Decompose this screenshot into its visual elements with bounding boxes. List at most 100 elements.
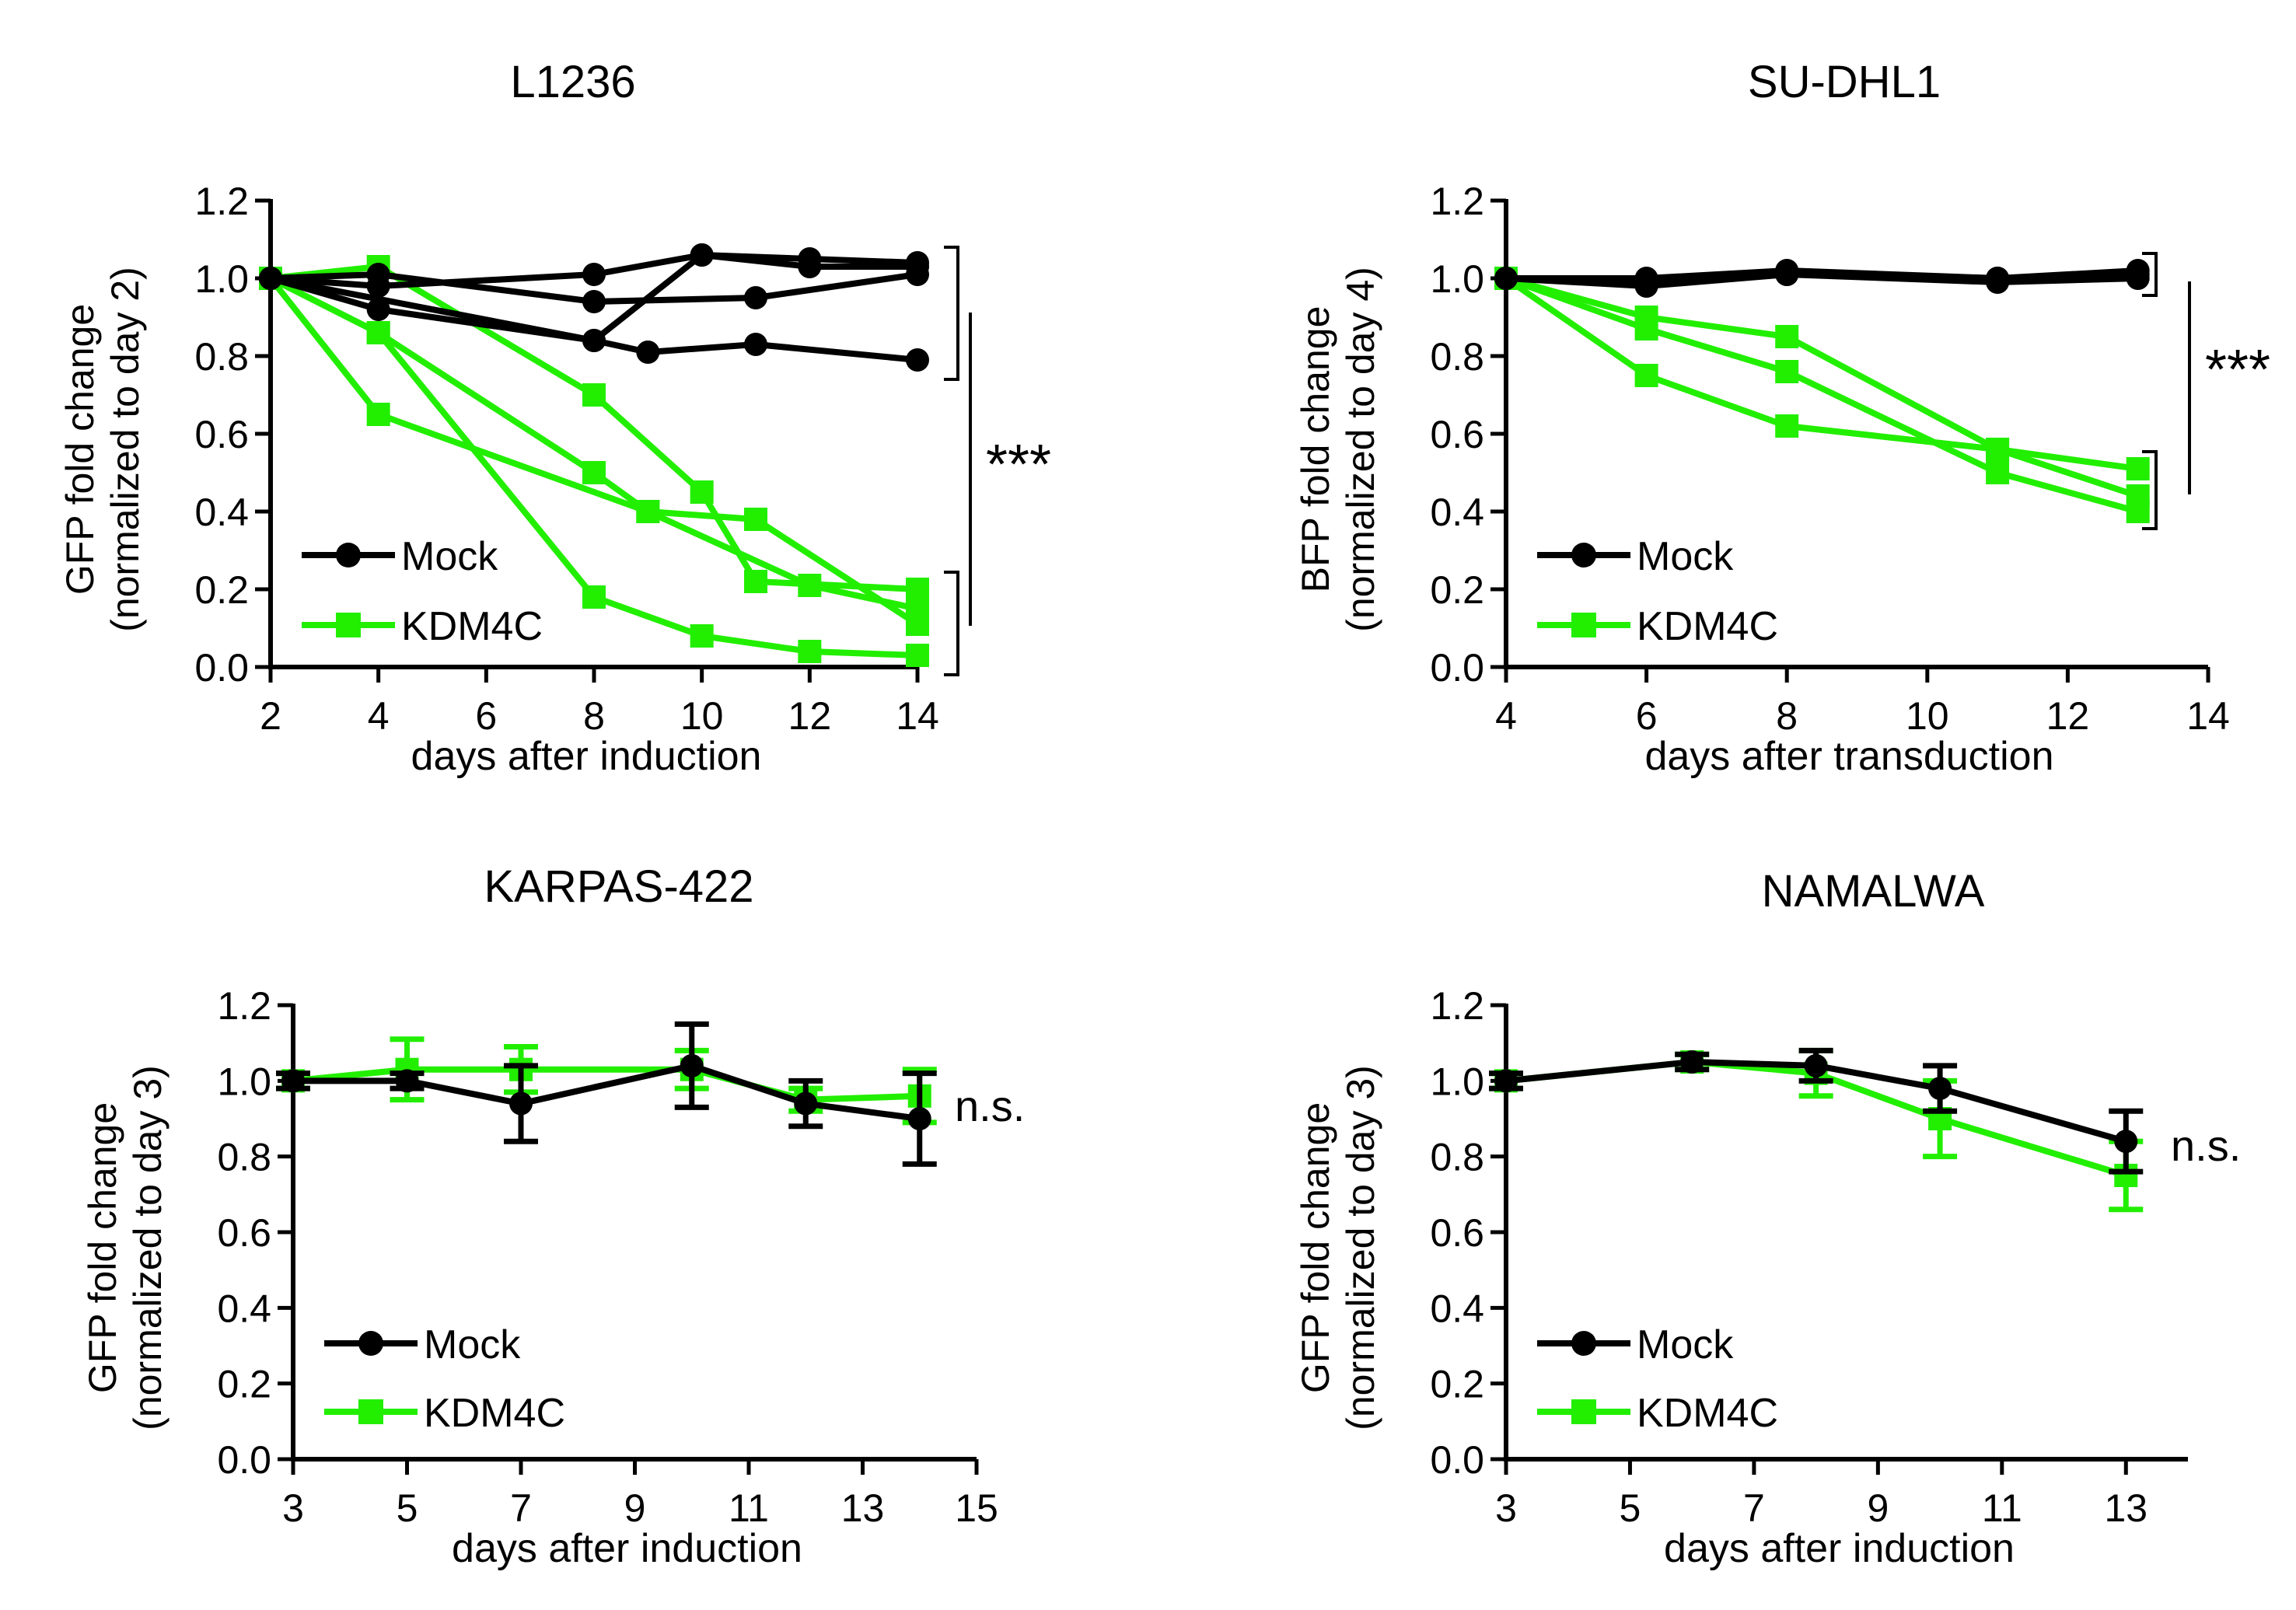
x-tick-label: 10 [1906,694,1949,738]
x-tick-label: 11 [1982,1486,2022,1530]
x-tick-label: 14 [2186,694,2230,738]
data-point-mock [744,286,767,309]
x-tick-label: 14 [896,694,939,738]
legend-label: Mock [1637,1322,1734,1367]
y-axis-label: BFP fold change [1294,306,1337,593]
data-point-mock [1494,267,1518,290]
y-tick-label: 0.4 [1430,1287,1484,1330]
legend: Mock KDM4C [324,1322,565,1436]
x-tick-label: 13 [841,1486,885,1530]
y-tick-label: 0.8 [217,1136,271,1179]
data-point-mock [259,267,282,290]
data-point-mock [1680,1050,1704,1074]
x-axis-label: days after induction [411,734,762,779]
data-point-mock [906,348,929,372]
x-tick-label: 9 [1867,1486,1889,1530]
y-axis-label-subtitle: (normalized to day 4) [1339,267,1382,632]
y-tick-label: 1.2 [1430,180,1484,223]
legend-label: KDM4C [401,604,543,649]
data-point-mock [582,263,606,286]
data-point-mock [2126,259,2150,282]
data-point-mock [582,290,606,313]
y-tick-label: 0.0 [194,646,249,690]
series-line-mock [293,1062,921,1122]
x-tick-label: 3 [1495,1486,1517,1530]
legend-marker-kdm4c [336,613,361,637]
y-axis-label-subtitle: (normalized to day 3) [126,1065,169,1430]
data-point-mock [1775,259,1799,282]
y-tick-label: 0.2 [217,1363,271,1406]
y-tick-label: 0.0 [1430,646,1484,690]
y-tick-label: 0.8 [1430,1136,1484,1179]
legend-label: Mock [401,534,498,579]
y-tick-label: 0.0 [217,1438,271,1482]
legend-marker-kdm4c [1571,1399,1596,1424]
y-axis-label: GFP fold change [1294,1102,1337,1393]
data-point-mock [366,263,390,286]
data-point-mock [1804,1053,1828,1077]
legend-marker-kdm4c [1571,613,1596,637]
bracket-mock [944,246,959,381]
x-tick-label: 7 [510,1486,532,1530]
x-tick-label: 4 [368,694,390,738]
y-tick-label: 1.2 [217,984,271,1028]
y-tick-label: 1.0 [1430,1060,1484,1103]
data-point-mock [1986,267,2010,290]
data-point-kdm4c [1775,414,1799,438]
series-line-kdm4c [270,264,918,592]
data-point-mock [798,255,822,278]
x-tick-label: 3 [282,1486,304,1530]
bracket-kdm4c [2142,450,2158,530]
x-tick-label: 7 [1743,1486,1765,1530]
significance-label: *** [2205,339,2270,401]
x-axis-label: days after transduction [1644,734,2053,779]
series-line-kdm4c [269,275,918,658]
legend-marker-mock [1571,543,1596,568]
y-tick-label: 0.4 [194,491,249,534]
data-point-mock [636,341,660,364]
x-tick-label: 15 [955,1486,998,1530]
data-point-kdm4c [366,403,390,426]
legend: Mock KDM4C [1537,534,1778,649]
data-point-kdm4c [1634,317,1658,341]
data-point-mock [366,298,390,321]
y-axis-label-subtitle: (normalized to day 3) [1339,1065,1382,1430]
significance-label: *** [986,434,1051,496]
chart-title: NAMALWA [1762,866,1985,917]
data-point-mock [690,243,714,267]
x-tick-label: 5 [1620,1486,1641,1530]
y-tick-label: 0.6 [1430,413,1484,456]
series-line-kdm4c [292,1066,920,1103]
data-point-kdm4c [1775,325,1799,348]
legend-marker-mock [358,1331,383,1356]
data-point-mock [794,1091,818,1116]
data-point-mock [1928,1077,1952,1101]
chart-title: L1236 [510,57,635,107]
x-tick-label: 11 [729,1486,769,1530]
data-point-kdm4c [582,585,606,609]
legend-marker-mock [1571,1331,1596,1356]
data-point-mock [281,1069,305,1093]
data-point-kdm4c [1634,364,1658,387]
data-point-kdm4c [1986,461,2010,484]
data-point-mock [582,329,606,352]
chart-panel-1: L1236 0.0 0.2 0.4 0.6 0.8 1.0 1.2 2 4 6 8 10 12 14 days… [58,57,1051,779]
x-tick-label: 12 [2046,694,2090,738]
x-tick-label: 10 [680,694,724,738]
chart-panel-3: KARPAS-422 0.0 0.2 0.4 0.6 0.8 1.0 1.2 3 5 7 9 11 13 1… [81,861,1025,1571]
y-axis-label: GFP fold change [81,1102,124,1393]
chart-panel-4: NAMALWA 0.0 0.2 0.4 0.6 0.8 1.0 1.2 3 5 7 9 11 13 days… [1294,866,2241,1571]
chart-panel-2: SU-DHL1 0.0 0.2 0.4 0.6 0.8 1.0 1.2 4 6 8 10 12 14 day… [1294,57,2270,779]
series-line-mock [270,252,918,289]
bracket-mock [2142,252,2158,297]
series-mock [1489,1047,2144,1175]
significance-label: n.s. [2171,1121,2241,1170]
x-tick-label: 13 [2104,1486,2147,1530]
series-mock [1494,259,2150,290]
y-tick-label: 1.0 [217,1060,271,1103]
data-point-kdm4c [636,500,660,523]
x-tick-label: 6 [475,694,497,738]
data-point-kdm4c [798,574,822,597]
legend-label: KDM4C [1637,1391,1778,1436]
